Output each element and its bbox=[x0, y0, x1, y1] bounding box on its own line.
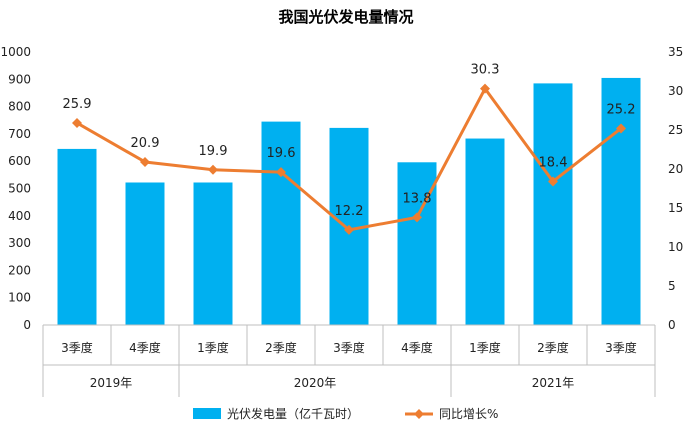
legend-line-label: 同比增长% bbox=[439, 407, 498, 421]
y-right-tick-label: 25 bbox=[668, 123, 683, 137]
y-right-tick-label: 30 bbox=[668, 84, 683, 98]
x-tick-label: 2季度 bbox=[265, 340, 297, 355]
line-series: 25.9 20.9 19.9 19.6 12.2 13.8 30.3 18.4 25.2 bbox=[63, 63, 636, 235]
y-left-tick-label: 700 bbox=[8, 127, 31, 141]
bar bbox=[397, 162, 437, 325]
group-label: 2019年 bbox=[90, 376, 133, 390]
line-point bbox=[548, 176, 558, 187]
line-point bbox=[140, 156, 150, 167]
legend-line-marker bbox=[414, 409, 424, 419]
line-point bbox=[344, 224, 354, 235]
bar bbox=[465, 138, 505, 325]
line-point bbox=[412, 212, 422, 223]
data-label: 30.3 bbox=[471, 63, 500, 78]
x-tick-label: 3季度 bbox=[605, 340, 637, 355]
group-label: 2020年 bbox=[294, 376, 337, 390]
y-left-tick-label: 300 bbox=[8, 236, 31, 250]
line-point bbox=[616, 123, 626, 134]
y-left-tick-label: 500 bbox=[8, 182, 31, 196]
y-right-tick-label: 5 bbox=[668, 279, 676, 293]
line-point bbox=[480, 83, 490, 94]
bar bbox=[261, 121, 301, 326]
y-right-tick-label: 35 bbox=[668, 45, 683, 59]
data-label: 12.2 bbox=[335, 204, 364, 219]
x-tick-label: 3季度 bbox=[61, 340, 93, 355]
data-label: 25.2 bbox=[607, 102, 636, 117]
line-point bbox=[208, 164, 218, 175]
bar bbox=[601, 77, 641, 325]
bar bbox=[193, 182, 233, 325]
legend: 光伏发电量（亿千瓦时） 同比增长% bbox=[193, 406, 498, 421]
y-left-tick-label: 400 bbox=[8, 209, 31, 223]
x-tick-label: 2季度 bbox=[537, 340, 569, 355]
data-label: 19.9 bbox=[199, 144, 228, 159]
line-point bbox=[72, 117, 82, 128]
bar bbox=[125, 182, 165, 325]
data-label: 13.8 bbox=[403, 191, 432, 206]
x-tick-label: 3季度 bbox=[333, 340, 365, 355]
legend-bar-swatch bbox=[193, 408, 221, 419]
x-tick-label: 1季度 bbox=[469, 340, 501, 355]
bar bbox=[533, 83, 573, 326]
line-point bbox=[276, 167, 286, 178]
y-left-tick-label: 100 bbox=[8, 291, 31, 305]
y-left-tick-label: 1000 bbox=[0, 45, 31, 59]
y-left-tick-label: 600 bbox=[8, 154, 31, 168]
chart-title: 我国光伏发电量情况 bbox=[278, 8, 413, 26]
x-tick-label: 4季度 bbox=[401, 340, 433, 355]
y-right-tick-label: 10 bbox=[668, 240, 683, 254]
data-label: 19.6 bbox=[267, 146, 296, 161]
data-label: 18.4 bbox=[539, 155, 568, 170]
data-label: 20.9 bbox=[131, 136, 160, 151]
x-tick-label: 4季度 bbox=[129, 340, 161, 355]
y-left-tick-label: 0 bbox=[23, 318, 31, 332]
y-left-tick-label: 200 bbox=[8, 263, 31, 277]
x-tick-label: 1季度 bbox=[197, 340, 229, 355]
y-right-tick-label: 15 bbox=[668, 201, 683, 215]
y-left-tick-label: 800 bbox=[8, 100, 31, 114]
bar bbox=[57, 148, 97, 325]
legend-bar-label: 光伏发电量（亿千瓦时） bbox=[227, 406, 359, 421]
y-right-tick-label: 0 bbox=[668, 318, 676, 332]
group-label: 2021年 bbox=[532, 376, 575, 390]
axes: 0 100 200 300 400 500 600 700 800 900 1000 0 5 10 15 20… bbox=[0, 45, 683, 332]
y-left-tick-label: 900 bbox=[8, 72, 31, 86]
data-label: 25.9 bbox=[63, 97, 92, 112]
bar-series bbox=[57, 77, 641, 326]
y-right-tick-label: 20 bbox=[668, 162, 683, 176]
x-axis: 2019年 2020年 2021年 3季度 4季度 1季度 2季度 3季度 4季度 1季度 2季度 3… bbox=[42, 324, 656, 397]
